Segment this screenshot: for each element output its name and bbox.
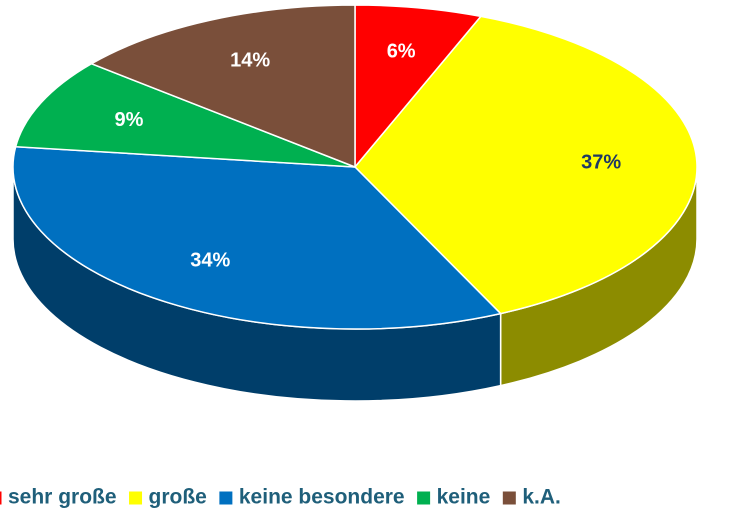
slice-labels: 6% 37% 34% 9% 14% <box>115 41 622 272</box>
slice <box>12 145 503 330</box>
legend-label: k.A. <box>522 486 561 509</box>
legend: sehr große große keine besondere keine k.A. <box>0 486 561 509</box>
slice <box>14 62 356 168</box>
legend-label: sehr große <box>8 486 117 509</box>
legend-marker <box>416 490 432 506</box>
legend-label: große <box>149 486 207 509</box>
legend-label: keine <box>437 486 491 509</box>
slice-label: 9% <box>115 109 144 131</box>
legend-marker <box>128 490 144 506</box>
pie <box>12 4 698 402</box>
legend-marker <box>501 490 517 506</box>
slice-label: 37% <box>581 152 621 174</box>
slice-label: 6% <box>387 41 416 63</box>
slice-label: 34% <box>190 250 230 272</box>
legend-marker <box>0 490 3 506</box>
legend-label: keine besondere <box>239 486 405 509</box>
slice <box>89 4 356 169</box>
slice-label: 14% <box>230 50 270 72</box>
legend-marker <box>218 490 234 506</box>
slice <box>354 4 483 170</box>
slice <box>353 15 698 315</box>
